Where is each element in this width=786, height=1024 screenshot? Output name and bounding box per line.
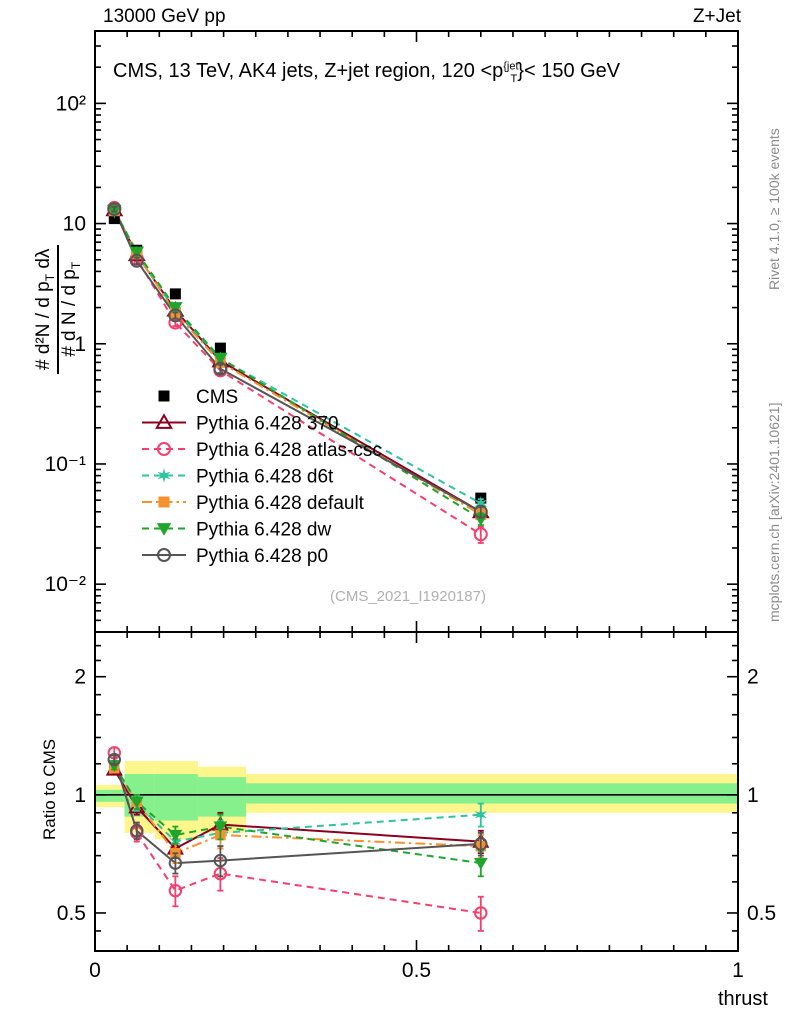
- ratio-band-green: [154, 774, 198, 821]
- legend-label: Pythia 6.428 default: [196, 493, 365, 514]
- ratio-ytick-label: 0.5: [57, 902, 86, 925]
- plot-title-sup: {jet: [503, 60, 519, 73]
- marker-circle: [473, 504, 488, 519]
- ratio-ytick-label-right: 1: [747, 784, 759, 807]
- plot-title: CMS, 13 TeV, AK4 jets, Z+jet region, 120…: [113, 60, 620, 85]
- ratio-ytick-label-right: 2: [747, 666, 759, 689]
- legend-label: Pythia 6.428 atlas-csc: [196, 440, 382, 461]
- header-left: 13000 GeV pp: [103, 6, 226, 27]
- marker-triangle-down: [156, 523, 172, 536]
- marker-circle: [474, 906, 488, 920]
- plot-title-post: }< 150 GeV: [517, 60, 621, 82]
- marker-triangle-up: [155, 413, 173, 429]
- ytick-label: 10: [63, 213, 86, 236]
- marker-square: [214, 342, 226, 354]
- marker-triangle-down: [129, 246, 144, 260]
- marker-circle: [168, 856, 183, 870]
- marker-circle: [168, 308, 183, 323]
- marker-circle: [107, 202, 122, 217]
- xaxis-label: thrust: [717, 988, 768, 1010]
- ratio-series-line: [113, 764, 481, 865]
- marker-triangle-down: [473, 857, 488, 870]
- marker-circle: [157, 442, 171, 456]
- marker-star: [157, 468, 171, 483]
- marker-circle: [129, 253, 144, 268]
- legend-label: Pythia 6.428 dw: [196, 520, 331, 541]
- ratio-ytick-label-right: 0.5: [747, 902, 776, 925]
- marker-circle: [473, 527, 488, 542]
- marker-circle: [157, 548, 171, 562]
- legend-label: Pythia 6.428 d6t: [196, 467, 334, 488]
- ratio-ytick-label: 2: [74, 666, 86, 689]
- marker-circle: [213, 853, 228, 868]
- legend-label: Pythia 6.428 p0: [196, 546, 328, 567]
- legend-label: Pythia 6.428 370: [196, 414, 339, 435]
- plot-title-pre: CMS, 13 TeV, AK4 jets, Z+jet region, 120…: [113, 60, 504, 82]
- plot-title-sub: T: [510, 73, 518, 85]
- header-right: Z+Jet: [692, 6, 741, 27]
- marker-triangle-down: [168, 829, 183, 842]
- marker-circle: [107, 752, 121, 767]
- marker-circle: [168, 883, 183, 898]
- marker-triangle-down: [129, 796, 144, 809]
- marker-circle: [130, 824, 144, 838]
- series-line: [113, 211, 482, 505]
- xtick-label: 0.5: [402, 959, 431, 982]
- marker-square: [158, 390, 170, 402]
- marker-triangle-down: [213, 821, 228, 834]
- marker-square: [158, 496, 170, 508]
- xtick-label: 1: [732, 959, 744, 982]
- ytick-label: 1: [74, 333, 86, 356]
- marker-star: [474, 807, 487, 822]
- ratio-ytick-label: 1: [74, 784, 86, 807]
- ratio-band-green: [246, 783, 739, 804]
- ratio-band-green: [95, 789, 125, 802]
- ytick-label: 10⁻²: [45, 573, 86, 596]
- marker-star: [474, 495, 488, 511]
- marker-square: [169, 288, 181, 300]
- ratio-series-line: [113, 752, 481, 914]
- marker-circle: [213, 361, 228, 376]
- marker-triangle-down: [213, 352, 228, 366]
- ytick-label: 10²: [56, 92, 86, 115]
- ytick-label: 10⁻¹: [45, 453, 86, 476]
- xtick-label: 0: [89, 959, 101, 982]
- legend-label: CMS: [196, 387, 238, 408]
- dataset-watermark: (CMS_2021_I1920187): [330, 588, 486, 605]
- ratio-band-green: [197, 777, 247, 817]
- marker-circle: [474, 837, 488, 851]
